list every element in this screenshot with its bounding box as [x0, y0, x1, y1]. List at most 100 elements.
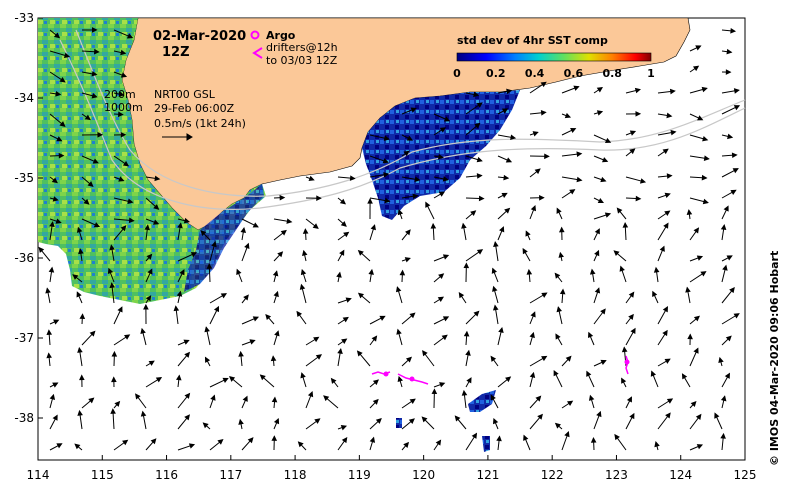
colorbar-tick-labels: 0 0.2 0.4 0.6 0.8 1	[453, 67, 655, 80]
current-vector	[49, 29, 61, 39]
current-vector	[491, 267, 499, 283]
current-vector	[110, 408, 116, 430]
current-vector	[337, 231, 350, 241]
current-vector	[49, 443, 63, 451]
current-vector	[369, 315, 386, 325]
current-vector	[657, 173, 673, 179]
current-vector	[81, 71, 98, 77]
current-vector	[111, 350, 118, 367]
current-vector	[238, 418, 244, 430]
current-vector	[401, 229, 411, 241]
current-vector	[296, 310, 307, 325]
current-vector	[721, 88, 740, 94]
current-vector	[689, 134, 709, 142]
current-vector	[561, 430, 570, 451]
current-vector	[625, 87, 641, 94]
current-vector	[465, 195, 485, 202]
current-vector	[330, 377, 339, 388]
current-vector	[721, 69, 732, 75]
y-tick-label: -33	[14, 11, 34, 25]
current-vector	[48, 266, 55, 283]
current-vector	[368, 268, 374, 283]
current-vector	[613, 250, 627, 262]
current-vector	[421, 416, 435, 430]
current-vector	[625, 291, 635, 304]
current-vector	[337, 316, 349, 325]
current-vector	[305, 391, 314, 409]
x-tick-label: 118	[284, 468, 307, 482]
current-vector	[49, 152, 65, 159]
current-vector	[529, 131, 539, 137]
current-vector	[657, 222, 669, 241]
current-vector	[113, 400, 121, 409]
current-vector	[401, 193, 419, 200]
current-vector	[493, 241, 499, 262]
current-vector	[689, 400, 697, 409]
current-vector	[140, 327, 147, 346]
current-vector	[657, 329, 668, 346]
current-vector	[240, 226, 247, 241]
current-vector	[554, 422, 563, 430]
current-vector	[687, 333, 693, 346]
current-vector	[81, 197, 90, 205]
current-vector	[465, 377, 472, 388]
current-vector	[689, 86, 708, 94]
current-vector	[625, 148, 636, 157]
current-vector	[356, 350, 371, 367]
current-vector	[430, 222, 437, 241]
current-vector	[465, 102, 483, 115]
current-vector	[241, 437, 254, 451]
current-vector	[529, 413, 543, 430]
current-vector	[559, 288, 566, 304]
current-vector	[593, 110, 604, 116]
current-vector	[525, 230, 531, 241]
current-vector	[721, 168, 739, 178]
current-vector	[401, 398, 416, 409]
current-vector	[113, 155, 130, 167]
current-vector	[529, 395, 542, 409]
current-vector	[270, 355, 277, 367]
current-vector	[202, 422, 211, 430]
current-vector	[49, 414, 58, 430]
current-vector	[657, 88, 676, 95]
sst-patch-small	[482, 436, 490, 452]
current-vector	[652, 290, 659, 304]
current-vector	[76, 226, 83, 241]
current-vector	[301, 249, 308, 262]
colorbar-title: std dev of 4hr SST comp	[457, 34, 608, 47]
current-vector	[496, 435, 502, 451]
current-vector	[401, 107, 417, 115]
current-vector	[721, 27, 737, 34]
current-vector	[721, 152, 738, 159]
current-vector	[657, 148, 669, 157]
current-vector	[458, 291, 467, 304]
current-vector	[336, 271, 342, 283]
colorbar-tick-label: 0.8	[602, 67, 622, 80]
current-vector	[337, 436, 348, 451]
current-vector	[433, 439, 442, 451]
x-tick-label: 119	[348, 468, 371, 482]
credit-block: © IMOS 04-Mar-2020 09:06 Hobart	[768, 251, 781, 466]
current-vector	[497, 88, 513, 95]
current-vector	[685, 286, 691, 304]
current-vector	[529, 205, 537, 220]
argo-legend-label: Argo	[266, 29, 296, 42]
current-vector	[49, 134, 63, 142]
current-vector	[273, 330, 280, 346]
current-vector	[593, 249, 600, 262]
current-vector	[236, 268, 243, 283]
current-vector	[299, 283, 307, 304]
current-vector	[614, 433, 627, 451]
current-vector	[689, 227, 700, 241]
current-vector	[46, 352, 52, 367]
y-tick-label: -37	[14, 331, 34, 345]
current-vector	[625, 195, 642, 202]
current-vector	[721, 264, 728, 283]
current-vector	[337, 347, 343, 367]
sst-patch-south	[468, 390, 496, 412]
current-vector	[81, 132, 104, 138]
current-vector	[113, 439, 129, 451]
current-vector	[720, 224, 727, 241]
current-vector	[714, 412, 723, 430]
current-vector	[113, 217, 135, 224]
